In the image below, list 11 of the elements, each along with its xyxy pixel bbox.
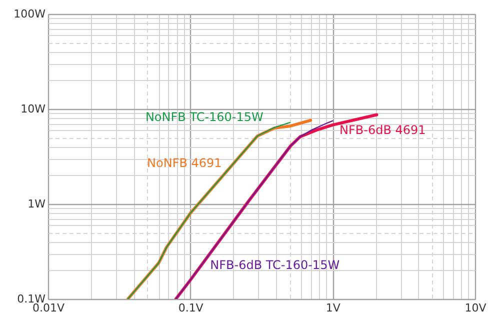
series-label: NoNFB 4691 — [147, 156, 222, 170]
y-tick-label: 1W — [28, 198, 46, 210]
x-tick-label: 10V — [464, 302, 487, 314]
x-tick-label: 0.01V — [32, 302, 65, 314]
y-tick-label: 100W — [14, 8, 46, 20]
series-label: NFB-6dB TC-160-15W — [210, 258, 340, 272]
series-label: NoNFB TC-160-15W — [145, 110, 264, 124]
x-tick-label: 0.1V — [178, 302, 204, 314]
y-tick-label: 10W — [20, 102, 46, 116]
x-tick-label: 1V — [326, 302, 341, 314]
series-label: NFB-6dB 4691 — [340, 122, 426, 137]
